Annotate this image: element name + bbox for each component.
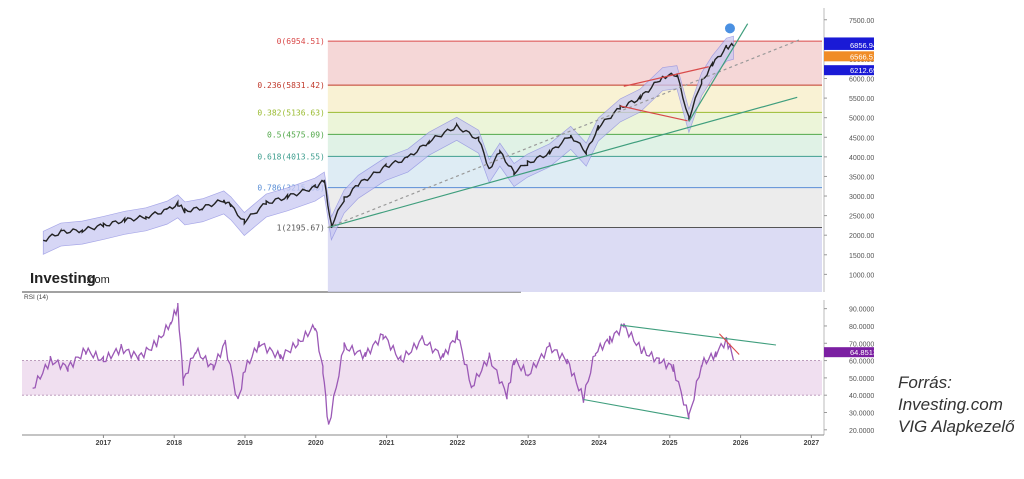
- rsi-line: [32, 302, 735, 425]
- price-tick-label: 1500.00: [849, 253, 874, 260]
- event-marker-icon: [724, 23, 735, 34]
- rsi-panel: RSI (14) 20.0000 30.0000 40.0000 50.0000 60.0…: [22, 294, 877, 435]
- price-tick-label: 2500.00: [849, 214, 874, 221]
- fib-zone: [327, 85, 822, 113]
- fib-level-label: 0.5(4575.09): [267, 130, 325, 139]
- trend-line: [620, 105, 688, 122]
- fib-zone: [327, 227, 822, 292]
- price-tick-label: 2000.00: [849, 233, 874, 240]
- rsi-tick-label: 80.0000: [849, 324, 874, 331]
- rsi-tick-label: 30.0000: [849, 411, 874, 418]
- logo-suffix: .com: [86, 274, 110, 286]
- price-tick-label: 1000.00: [849, 272, 874, 279]
- x-tick-label: 2022: [450, 440, 466, 447]
- price-tag-label: 6856.94: [850, 41, 877, 50]
- fib-level-label: 0.618(4013.55): [257, 152, 324, 161]
- logo-brand: Investing: [30, 270, 96, 287]
- fib-level-label: 0(6954.51): [277, 37, 325, 46]
- x-tick-label: 2026: [733, 440, 749, 447]
- x-tick-label: 2019: [237, 440, 253, 447]
- x-tick-label: 2023: [520, 440, 536, 447]
- rsi-tick-label: 90.0000: [849, 307, 874, 314]
- rsi-trend-line: [583, 398, 690, 420]
- rsi-title: RSI (14): [24, 294, 48, 301]
- price-tick-label: 4000.00: [849, 155, 874, 162]
- fib-level-label: 1(2195.67): [277, 224, 325, 233]
- price-tag-box: [824, 65, 874, 76]
- rsi-trend-line: [718, 333, 740, 355]
- x-tick-label: 2017: [96, 440, 112, 447]
- price-tick-label: 3000.00: [849, 194, 874, 201]
- rsi-tick-label: 60.0000: [849, 359, 874, 366]
- price-tag-box: [824, 51, 874, 62]
- rsi-band: [22, 360, 822, 396]
- rsi-current-label: 64.8513: [850, 348, 877, 357]
- x-axis: 2017 2018 2019 2020 2021 2022 2023 2024 2025 2026…: [22, 434, 824, 447]
- trend-line: [688, 23, 749, 122]
- source-site: Investing.com: [898, 395, 1003, 414]
- trend-line: [623, 66, 709, 87]
- price-tag-label: 6566.51: [850, 52, 877, 61]
- price-tag-label: 6212.69: [850, 66, 877, 75]
- price-tick-label: 6000.00: [849, 77, 874, 84]
- rsi-tick-label: 50.0000: [849, 376, 874, 383]
- price-panel: 0(6954.51) 0.236(5831.42) 0.382(5136.63) 0.…: [22, 8, 877, 293]
- fib-level-label: 0.236(5831.42): [257, 81, 324, 90]
- rsi-current-box: [824, 347, 874, 358]
- rsi-tick-label: 20.0000: [849, 428, 874, 435]
- price-cloud: [42, 35, 734, 255]
- price-tick-label: 4500.00: [849, 135, 874, 142]
- source-note: Forrás: Investing.com VIG Alapkezelő: [898, 372, 1015, 438]
- rsi-tick-label: 70.0000: [849, 341, 874, 348]
- price-tick-label: 3500.00: [849, 174, 874, 181]
- rsi-tick-label: 40.0000: [849, 393, 874, 400]
- price-tick-label: 5500.00: [849, 96, 874, 103]
- x-tick-label: 2027: [804, 440, 820, 447]
- x-tick-label: 2021: [379, 440, 395, 447]
- x-tick-label: 2020: [308, 440, 324, 447]
- x-tick-label: 2025: [662, 440, 678, 447]
- source-label: Forrás:: [898, 373, 952, 392]
- x-tick-label: 2024: [591, 440, 607, 447]
- price-tick-label: 7500.00: [849, 18, 874, 25]
- source-company: VIG Alapkezelő: [898, 417, 1015, 436]
- fib-level-label: 0.382(5136.63): [257, 108, 324, 117]
- trend-line: [327, 96, 798, 229]
- fib-zone: [327, 41, 822, 86]
- rsi-trend-line: [620, 324, 777, 346]
- price-tag-box: [824, 39, 874, 50]
- x-tick-label: 2018: [166, 440, 182, 447]
- investing-logo: Investing .com: [30, 270, 110, 287]
- trend-line: [327, 38, 801, 229]
- fib-zone: [327, 187, 822, 228]
- price-tick-label: 5000.00: [849, 116, 874, 123]
